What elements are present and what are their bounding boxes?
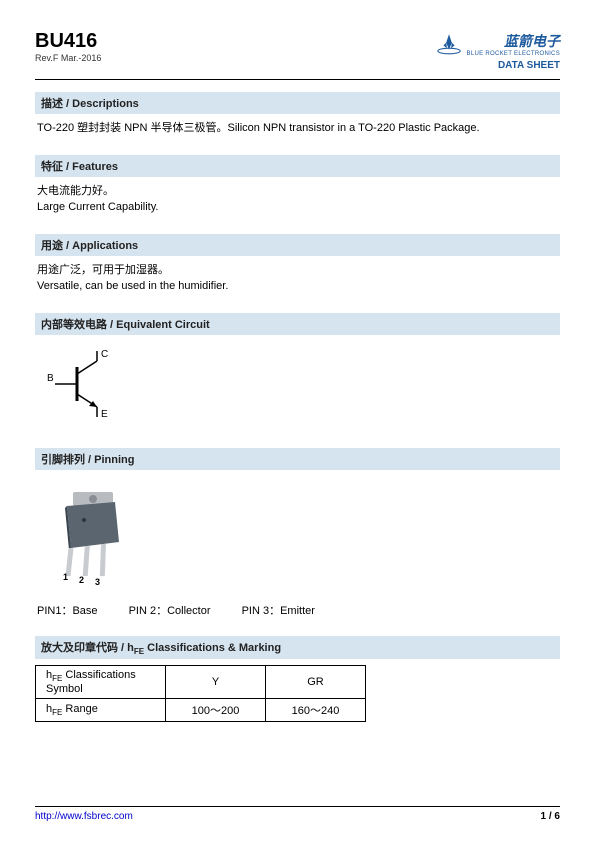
header-right: 蓝箭电子 BLUE ROCKET ELECTRONICS DATA SHEET bbox=[435, 30, 560, 71]
section-title: 放大及印章代码 / hFE Classifications & Marking bbox=[35, 636, 560, 659]
rocket-icon bbox=[435, 30, 463, 58]
hfe-table: hFE Classifications Symbol Y GR hFE Rang… bbox=[35, 665, 366, 722]
datasheet-label: DATA SHEET bbox=[435, 60, 560, 71]
section-circuit: 内部等效电路 / Equivalent Circuit C B E bbox=[35, 313, 560, 430]
label-b: B bbox=[47, 373, 54, 384]
cell: 100～200 bbox=[166, 698, 266, 721]
part-number: BU416 bbox=[35, 30, 101, 53]
header-left: BU416 Rev.F Mar.-2016 bbox=[35, 30, 101, 63]
section-body: 用途广泛，可用于加湿器。 Versatile, can be used in t… bbox=[35, 262, 560, 295]
cell-label: hFE Range bbox=[36, 698, 166, 721]
section-body: TO-220 塑封封装 NPN 半导体三极管。Silicon NPN trans… bbox=[35, 120, 560, 137]
section-pinning: 引脚排列 / Pinning 1 2 3 PIN1：Base PIN 2：Col… bbox=[35, 448, 560, 618]
footer-url: http://www.fsbrec.com bbox=[35, 811, 133, 822]
section-body: 大电流能力好。 Large Current Capability. bbox=[35, 183, 560, 216]
logo: 蓝箭电子 BLUE ROCKET ELECTRONICS bbox=[435, 30, 560, 58]
cell: 160～240 bbox=[266, 698, 366, 721]
svg-text:3: 3 bbox=[95, 577, 100, 586]
circuit-diagram: C B E bbox=[35, 341, 560, 430]
label-c: C bbox=[101, 349, 108, 360]
component-image: 1 2 3 bbox=[35, 476, 560, 594]
svg-text:2: 2 bbox=[79, 575, 84, 585]
section-title: 引脚排列 / Pinning bbox=[35, 448, 560, 470]
text-en: Large Current Capability. bbox=[37, 199, 560, 216]
cell-label: hFE Classifications Symbol bbox=[36, 665, 166, 698]
text-cn: 大电流能力好。 bbox=[37, 183, 560, 200]
page-header: BU416 Rev.F Mar.-2016 蓝箭电子 BLUE ROCKET E… bbox=[35, 30, 560, 80]
section-title: 特征 / Features bbox=[35, 155, 560, 177]
section-title: 描述 / Descriptions bbox=[35, 92, 560, 114]
section-title: 内部等效电路 / Equivalent Circuit bbox=[35, 313, 560, 335]
table-row: hFE Range 100～200 160～240 bbox=[36, 698, 366, 721]
section-applications: 用途 / Applications 用途广泛，可用于加湿器。 Versatile… bbox=[35, 234, 560, 295]
svg-text:1: 1 bbox=[63, 572, 68, 582]
revision: Rev.F Mar.-2016 bbox=[35, 53, 101, 63]
section-title: 用途 / Applications bbox=[35, 234, 560, 256]
table-row: hFE Classifications Symbol Y GR bbox=[36, 665, 366, 698]
text-en: Versatile, can be used in the humidifier… bbox=[37, 278, 560, 295]
section-hfe: 放大及印章代码 / hFE Classifications & Marking … bbox=[35, 636, 560, 722]
logo-en: BLUE ROCKET ELECTRONICS bbox=[467, 51, 560, 57]
cell: GR bbox=[266, 665, 366, 698]
page-number: 1 / 6 bbox=[541, 811, 560, 822]
text-cn: 用途广泛，可用于加湿器。 bbox=[37, 262, 560, 279]
pin1-label: PIN1：Base bbox=[37, 605, 98, 617]
pin-labels: PIN1：Base PIN 2：Collector PIN 3：Emitter bbox=[35, 602, 560, 618]
pin3-label: PIN 3：Emitter bbox=[242, 605, 315, 617]
section-descriptions: 描述 / Descriptions TO-220 塑封封装 NPN 半导体三极管… bbox=[35, 92, 560, 137]
page-footer: http://www.fsbrec.com 1 / 6 bbox=[35, 806, 560, 822]
cell: Y bbox=[166, 665, 266, 698]
logo-text: 蓝箭电子 BLUE ROCKET ELECTRONICS bbox=[467, 31, 560, 57]
label-e: E bbox=[101, 409, 108, 419]
pin2-label: PIN 2：Collector bbox=[129, 605, 211, 617]
logo-cn: 蓝箭电子 bbox=[467, 31, 560, 51]
section-features: 特征 / Features 大电流能力好。 Large Current Capa… bbox=[35, 155, 560, 216]
